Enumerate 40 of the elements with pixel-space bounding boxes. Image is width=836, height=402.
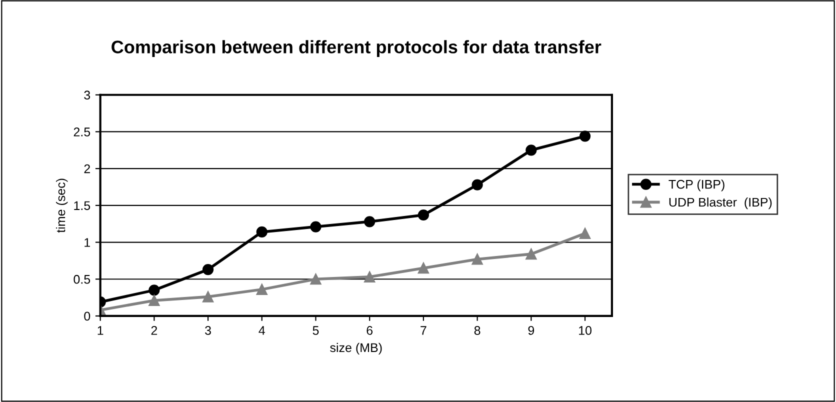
y-tick-label: 3 <box>84 90 90 100</box>
legend-label: TCP (IBP) <box>668 180 724 192</box>
point <box>202 264 214 276</box>
point <box>364 271 376 282</box>
point <box>472 254 483 265</box>
x-tick-label: 6 <box>366 326 373 335</box>
x-tick-label: 9 <box>528 326 534 335</box>
point <box>579 130 591 142</box>
legend-label: UDP Blaster (IBP) <box>669 197 772 210</box>
x-tick-label: 10 <box>579 326 592 335</box>
point <box>310 274 322 285</box>
y-tick-label: 2.5 <box>74 128 90 136</box>
y-tick-label: 1.5 <box>74 201 90 210</box>
point <box>526 248 537 260</box>
x-tick-label: 2 <box>151 326 158 335</box>
point <box>526 144 537 156</box>
x-tick-label: 1 <box>98 326 104 335</box>
x-tick-label: 3 <box>205 326 211 335</box>
point <box>579 228 591 239</box>
x-tick-label: 4 <box>258 326 265 335</box>
x-tick-label: 5 <box>312 326 319 335</box>
y-tick-label: 2 <box>84 164 90 174</box>
point <box>310 221 322 232</box>
y-tick-label: 1 <box>84 238 90 247</box>
x-tick-label: 8 <box>474 326 480 335</box>
point <box>148 294 160 306</box>
point <box>418 209 430 221</box>
y-tick-label: 0 <box>84 312 90 321</box>
point <box>202 291 214 302</box>
point <box>472 179 483 190</box>
chart-title: Comparison between different protocols for data transfer <box>112 40 602 57</box>
x-tick-label: 7 <box>420 326 426 335</box>
point <box>256 284 268 295</box>
x-axis-title: size (MB) <box>330 342 382 355</box>
point <box>256 226 268 238</box>
y-axis-title: time (sec) <box>56 178 68 233</box>
y-tick-label: 0.5 <box>74 274 90 284</box>
point <box>418 262 430 274</box>
point <box>148 284 160 296</box>
point <box>364 216 376 228</box>
